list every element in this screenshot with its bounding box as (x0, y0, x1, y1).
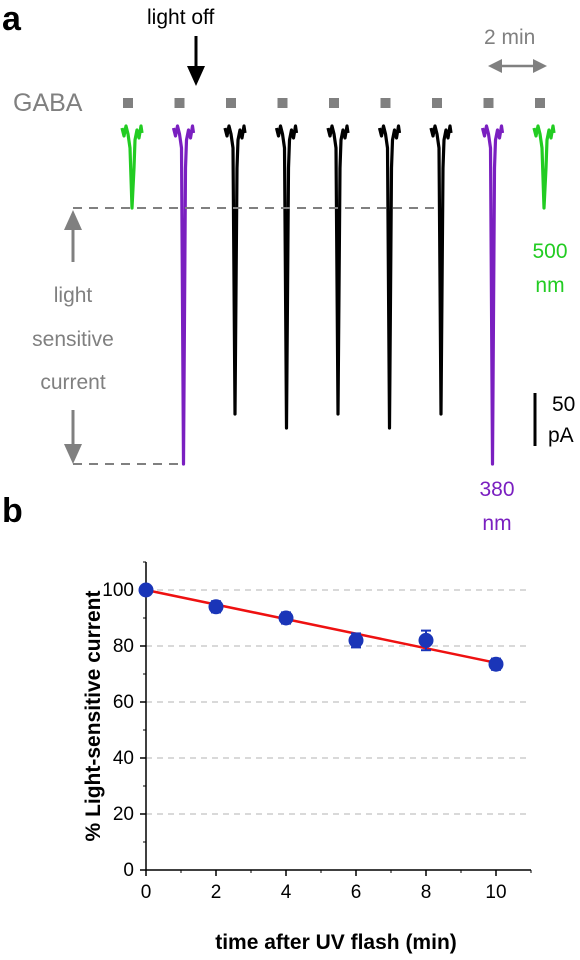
current-arrow-up (64, 210, 82, 262)
light-off-label: light off (147, 6, 214, 29)
data-point (348, 632, 364, 648)
x-tick-label: 8 (421, 882, 432, 903)
data-point (138, 582, 154, 598)
data-points (138, 582, 504, 672)
current-trace-green (120, 124, 144, 210)
current-trace-purple (480, 124, 505, 466)
current-trace-green (532, 124, 556, 210)
gaba-marker (277, 98, 288, 108)
x-tick-label: 0 (141, 882, 152, 903)
current-traces (120, 124, 556, 466)
gaba-marker (380, 98, 391, 108)
current-trace-black (274, 124, 299, 430)
time-scale-bar (488, 59, 547, 73)
current-label-line-2: sensitive (32, 328, 114, 351)
current-arrow-down (64, 410, 82, 464)
gaba-marker (535, 98, 545, 108)
purple-wavelength-label: 380 (479, 478, 514, 501)
panel-a-letter: a (2, 0, 22, 38)
gaba-marker (226, 98, 236, 108)
gaba-marker (174, 98, 185, 108)
x-axis-title: time after UV flash (min) (215, 931, 457, 954)
axis-ticks: 0 20 40 60 80 100 0 2 4 6 8 10 (102, 561, 532, 903)
y-tick-label: 80 (113, 636, 134, 657)
green-wavelength-label: 500 (532, 240, 567, 263)
current-trace-black (377, 124, 402, 430)
gaba-marker (432, 98, 442, 108)
chart-area: 0 20 40 60 80 100 0 2 4 6 8 10 (102, 561, 532, 903)
fit-line-group (145, 588, 497, 665)
y-axis-title: % Light-sensitive current (82, 591, 105, 842)
current-trace-black (429, 124, 453, 416)
data-point (418, 632, 434, 648)
x-tick-label: 10 (485, 882, 506, 903)
gaba-marker (483, 98, 494, 108)
y-tick-label: 20 (113, 804, 134, 825)
y-tick-label: 60 (113, 692, 134, 713)
grid-lines (146, 589, 531, 815)
green-unit-label: nm (535, 274, 564, 297)
data-point (488, 656, 504, 672)
data-point (208, 599, 224, 615)
gaba-application-markers (123, 98, 545, 108)
scale-value-label: 50 (552, 393, 575, 416)
gaba-marker (329, 98, 339, 108)
current-label-line-3: current (40, 371, 106, 394)
gaba-marker (123, 98, 133, 108)
purple-unit-label: nm (482, 512, 511, 535)
scale-unit-label: pA (548, 424, 574, 447)
time-scale-label: 2 min (484, 26, 535, 49)
y-tick-label: 100 (102, 580, 134, 601)
data-point (278, 610, 294, 626)
gaba-label: GABA (13, 89, 83, 117)
x-tick-label: 4 (281, 882, 292, 903)
x-tick-label: 2 (211, 882, 222, 903)
panel-b-letter: b (2, 492, 23, 530)
fit-line (145, 588, 497, 665)
current-trace-purple (171, 124, 196, 466)
y-tick-label: 0 (123, 860, 134, 881)
y-tick-label: 40 (113, 748, 134, 769)
light-off-arrow (187, 36, 205, 86)
current-trace-black (223, 124, 247, 416)
x-tick-label: 6 (351, 882, 362, 903)
current-trace-black (326, 124, 350, 416)
current-label-line-1: light (54, 284, 93, 307)
